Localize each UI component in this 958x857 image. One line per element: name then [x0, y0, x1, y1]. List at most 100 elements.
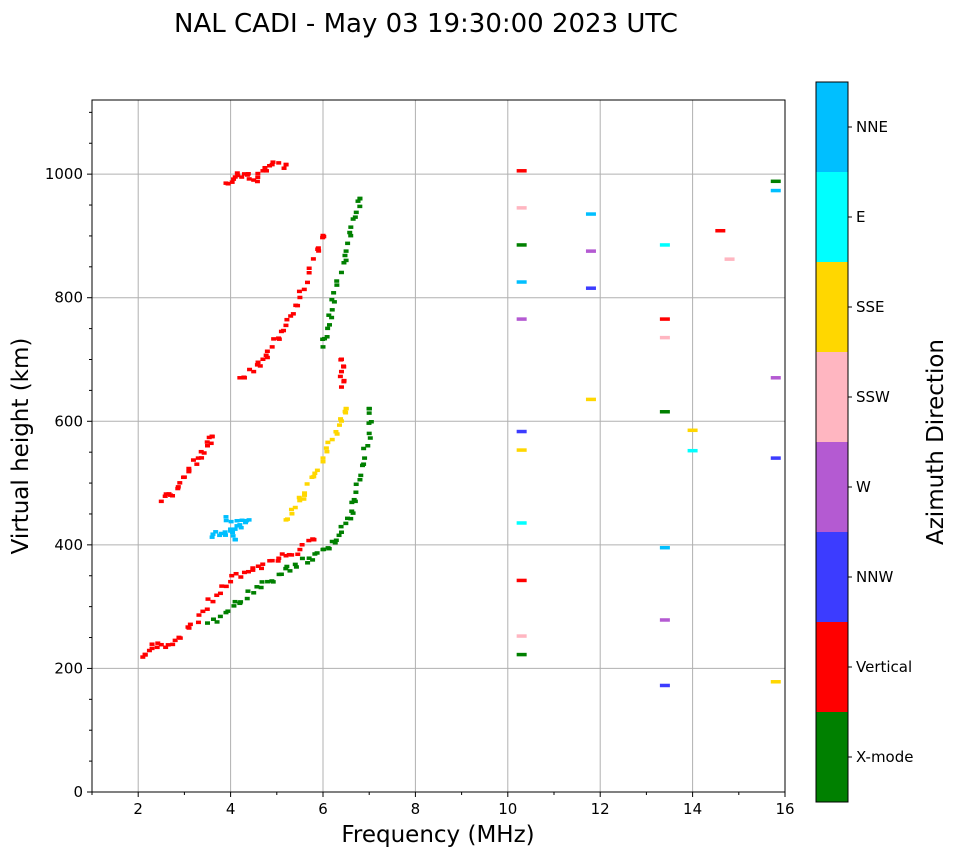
echo-mark — [270, 160, 276, 164]
echo-mark — [223, 515, 229, 519]
echo-mark — [172, 638, 178, 643]
echo-mark — [287, 569, 293, 573]
echo-mark — [149, 646, 155, 651]
echo-mark — [329, 539, 335, 544]
echo-mark — [260, 169, 266, 173]
echo-mark — [284, 517, 290, 521]
echo-mark — [217, 533, 223, 538]
echo-mark — [715, 228, 726, 233]
colorbar-label: Azimuth Direction — [923, 339, 949, 545]
echo-mark — [146, 648, 152, 653]
echo-mark — [255, 171, 261, 176]
echo-mark — [208, 441, 214, 446]
y-tick-label: 1000 — [45, 165, 83, 183]
echo-mark — [259, 566, 265, 571]
echo-mark — [343, 249, 349, 253]
echo-mark — [345, 241, 351, 246]
echo-mark — [223, 584, 229, 589]
echo-mark — [326, 313, 332, 317]
echo-mark — [516, 429, 527, 434]
echo-mark — [279, 552, 285, 556]
echo-mark — [336, 423, 342, 427]
echo-mark — [659, 683, 670, 688]
echo-mark — [312, 471, 318, 476]
echo-mark — [241, 570, 247, 575]
echo-mark — [366, 411, 372, 415]
echo-mark — [770, 188, 781, 193]
echo-mark — [255, 564, 261, 568]
echo-mark — [271, 337, 277, 341]
echo-mark — [214, 593, 220, 598]
echo-mark — [214, 620, 220, 624]
echo-mark — [225, 609, 231, 613]
echo-mark — [149, 642, 155, 646]
echo-mark — [155, 641, 161, 645]
echo-mark — [295, 552, 301, 557]
echo-mark — [198, 449, 204, 454]
echo-mark — [326, 323, 332, 327]
echo-mark — [320, 337, 326, 342]
echo-mark — [163, 645, 169, 650]
echo-mark — [209, 434, 215, 439]
echo-mark — [323, 446, 329, 450]
echo-mark — [244, 518, 250, 523]
y-tick-label: 600 — [54, 412, 83, 430]
echo-mark — [232, 527, 238, 531]
echo-mark — [262, 165, 268, 170]
echo-mark — [281, 166, 287, 170]
echo-mark — [257, 364, 263, 368]
echo-mark — [338, 419, 344, 423]
echo-mark — [334, 283, 340, 287]
echo-mark — [296, 289, 302, 294]
echo-mark — [283, 566, 289, 571]
echo-mark — [229, 573, 235, 578]
echo-mark — [353, 490, 359, 494]
echo-mark — [324, 449, 330, 454]
colorbar-segment — [816, 172, 848, 262]
echo-mark — [142, 653, 148, 657]
echo-mark — [229, 180, 235, 184]
echo-mark — [352, 215, 358, 219]
echo-mark — [195, 620, 201, 625]
echo-mark — [687, 428, 698, 433]
echo-mark — [186, 466, 192, 471]
plot-frame — [91, 99, 786, 793]
echo-mark — [770, 680, 781, 684]
echo-mark — [302, 491, 308, 495]
echo-mark — [331, 291, 337, 295]
echo-mark — [276, 337, 282, 341]
echo-mark — [233, 571, 239, 576]
echo-mark — [163, 492, 169, 496]
chart-title: NAL CADI - May 03 19:30:00 2023 UTC — [174, 9, 678, 39]
echo-mark — [175, 485, 181, 489]
echo-mark — [770, 376, 781, 380]
echo-mark — [516, 634, 527, 638]
echo-mark — [194, 462, 200, 466]
x-tick-label: 16 — [775, 800, 794, 818]
echo-mark — [345, 516, 351, 521]
echo-mark — [283, 323, 289, 328]
echo-mark — [186, 626, 192, 630]
echo-mark — [357, 204, 363, 209]
echo-mark — [338, 357, 344, 361]
echo-mark — [209, 535, 215, 539]
echo-mark — [255, 175, 261, 180]
echo-mark — [245, 569, 251, 574]
echo-mark — [338, 417, 344, 421]
echo-mark — [358, 473, 364, 478]
echo-mark — [332, 541, 338, 545]
echo-mark — [311, 474, 317, 479]
echo-mark — [516, 169, 527, 173]
plot-area: 2 4 6 8 10 12 14 16 0 200 400 600 800 1000 — [45, 99, 795, 818]
echo-mark — [333, 538, 339, 543]
x-axis-label: Frequency (MHz) — [341, 822, 534, 848]
echo-mark — [342, 409, 348, 414]
echo-mark — [228, 519, 234, 524]
echo-mark — [251, 178, 257, 182]
echo-mark — [516, 243, 527, 247]
echo-mark — [306, 556, 312, 560]
echo-mark — [301, 497, 307, 501]
echo-mark — [338, 369, 344, 374]
echo-mark — [320, 345, 326, 349]
echo-mark — [234, 524, 240, 528]
